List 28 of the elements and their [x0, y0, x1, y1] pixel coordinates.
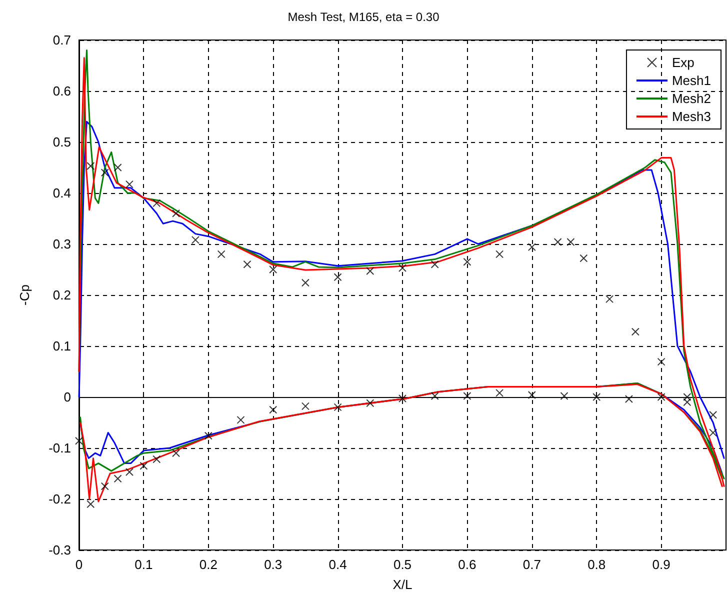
- x-tick-label: 0.7: [522, 557, 541, 572]
- y-tick-label: -0.2: [48, 492, 71, 506]
- x-tick-label: 0.4: [328, 557, 347, 572]
- x-tick-label: 0.9: [652, 557, 670, 572]
- y-tick-label: -0.3: [48, 542, 71, 558]
- x-tick-label: 0: [75, 557, 83, 572]
- chart-title: Mesh Test, M165, eta = 0.30: [288, 10, 440, 24]
- y-axis-title: -Cp: [17, 284, 32, 306]
- legend-label: Mesh3: [672, 109, 712, 124]
- y-tick-label: 0: [64, 390, 71, 404]
- y-tick-label: 0.2: [52, 288, 71, 302]
- x-tick-label: 0.1: [134, 557, 153, 572]
- legend-label: Mesh2: [672, 91, 712, 106]
- legend-label: Mesh1: [672, 73, 712, 88]
- y-tick-label: 0.4: [52, 186, 71, 200]
- y-tick-label: 0.5: [52, 134, 71, 150]
- x-axis-title: X/L: [392, 577, 412, 592]
- y-tick-label: -0.1: [48, 440, 71, 456]
- legend-label: Exp: [672, 55, 694, 70]
- y-tick-label: 0.1: [52, 338, 71, 354]
- y-tick-label: 0.6: [52, 84, 71, 98]
- x-tick-label: 0.3: [264, 557, 282, 572]
- x-tick-label: 0.2: [199, 557, 218, 572]
- y-tick-label: 0.3: [52, 236, 71, 252]
- y-tick-label: 0.7: [52, 32, 71, 48]
- x-tick-label: 0.8: [588, 557, 606, 572]
- x-tick-label: 0.6: [458, 557, 476, 572]
- x-tick-label: 0.5: [393, 557, 412, 572]
